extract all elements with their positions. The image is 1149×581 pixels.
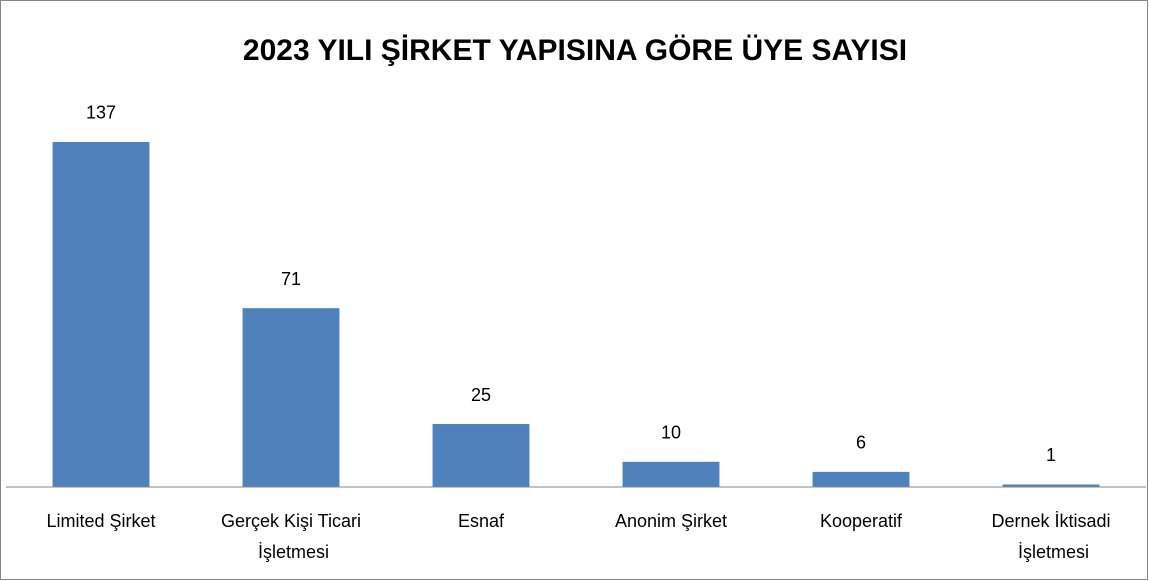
bar (1002, 484, 1100, 487)
x-tick-label: Kooperatif (820, 511, 903, 531)
data-label: 10 (661, 423, 681, 443)
data-label: 6 (856, 433, 866, 453)
x-tick-label: Esnaf (458, 511, 505, 531)
x-tick-label: Dernek İktisadi İşletmesi (991, 511, 1110, 562)
bar (432, 424, 530, 487)
x-tick-label: Gerçek Kişi Ticari İşletmesi (221, 511, 361, 562)
bar (52, 141, 150, 487)
chart-title: 2023 YILI ŞİRKET YAPISINA GÖRE ÜYE SAYIS… (243, 34, 907, 67)
bar (242, 308, 340, 487)
data-label: 137 (86, 103, 116, 123)
bar (622, 461, 720, 487)
bar (812, 471, 910, 487)
data-label: 25 (471, 385, 491, 405)
data-label: 1 (1046, 445, 1056, 465)
x-tick-label: Anonim Şirket (615, 511, 727, 531)
x-tick-label: Limited Şirket (46, 511, 155, 531)
data-label: 71 (281, 269, 301, 289)
